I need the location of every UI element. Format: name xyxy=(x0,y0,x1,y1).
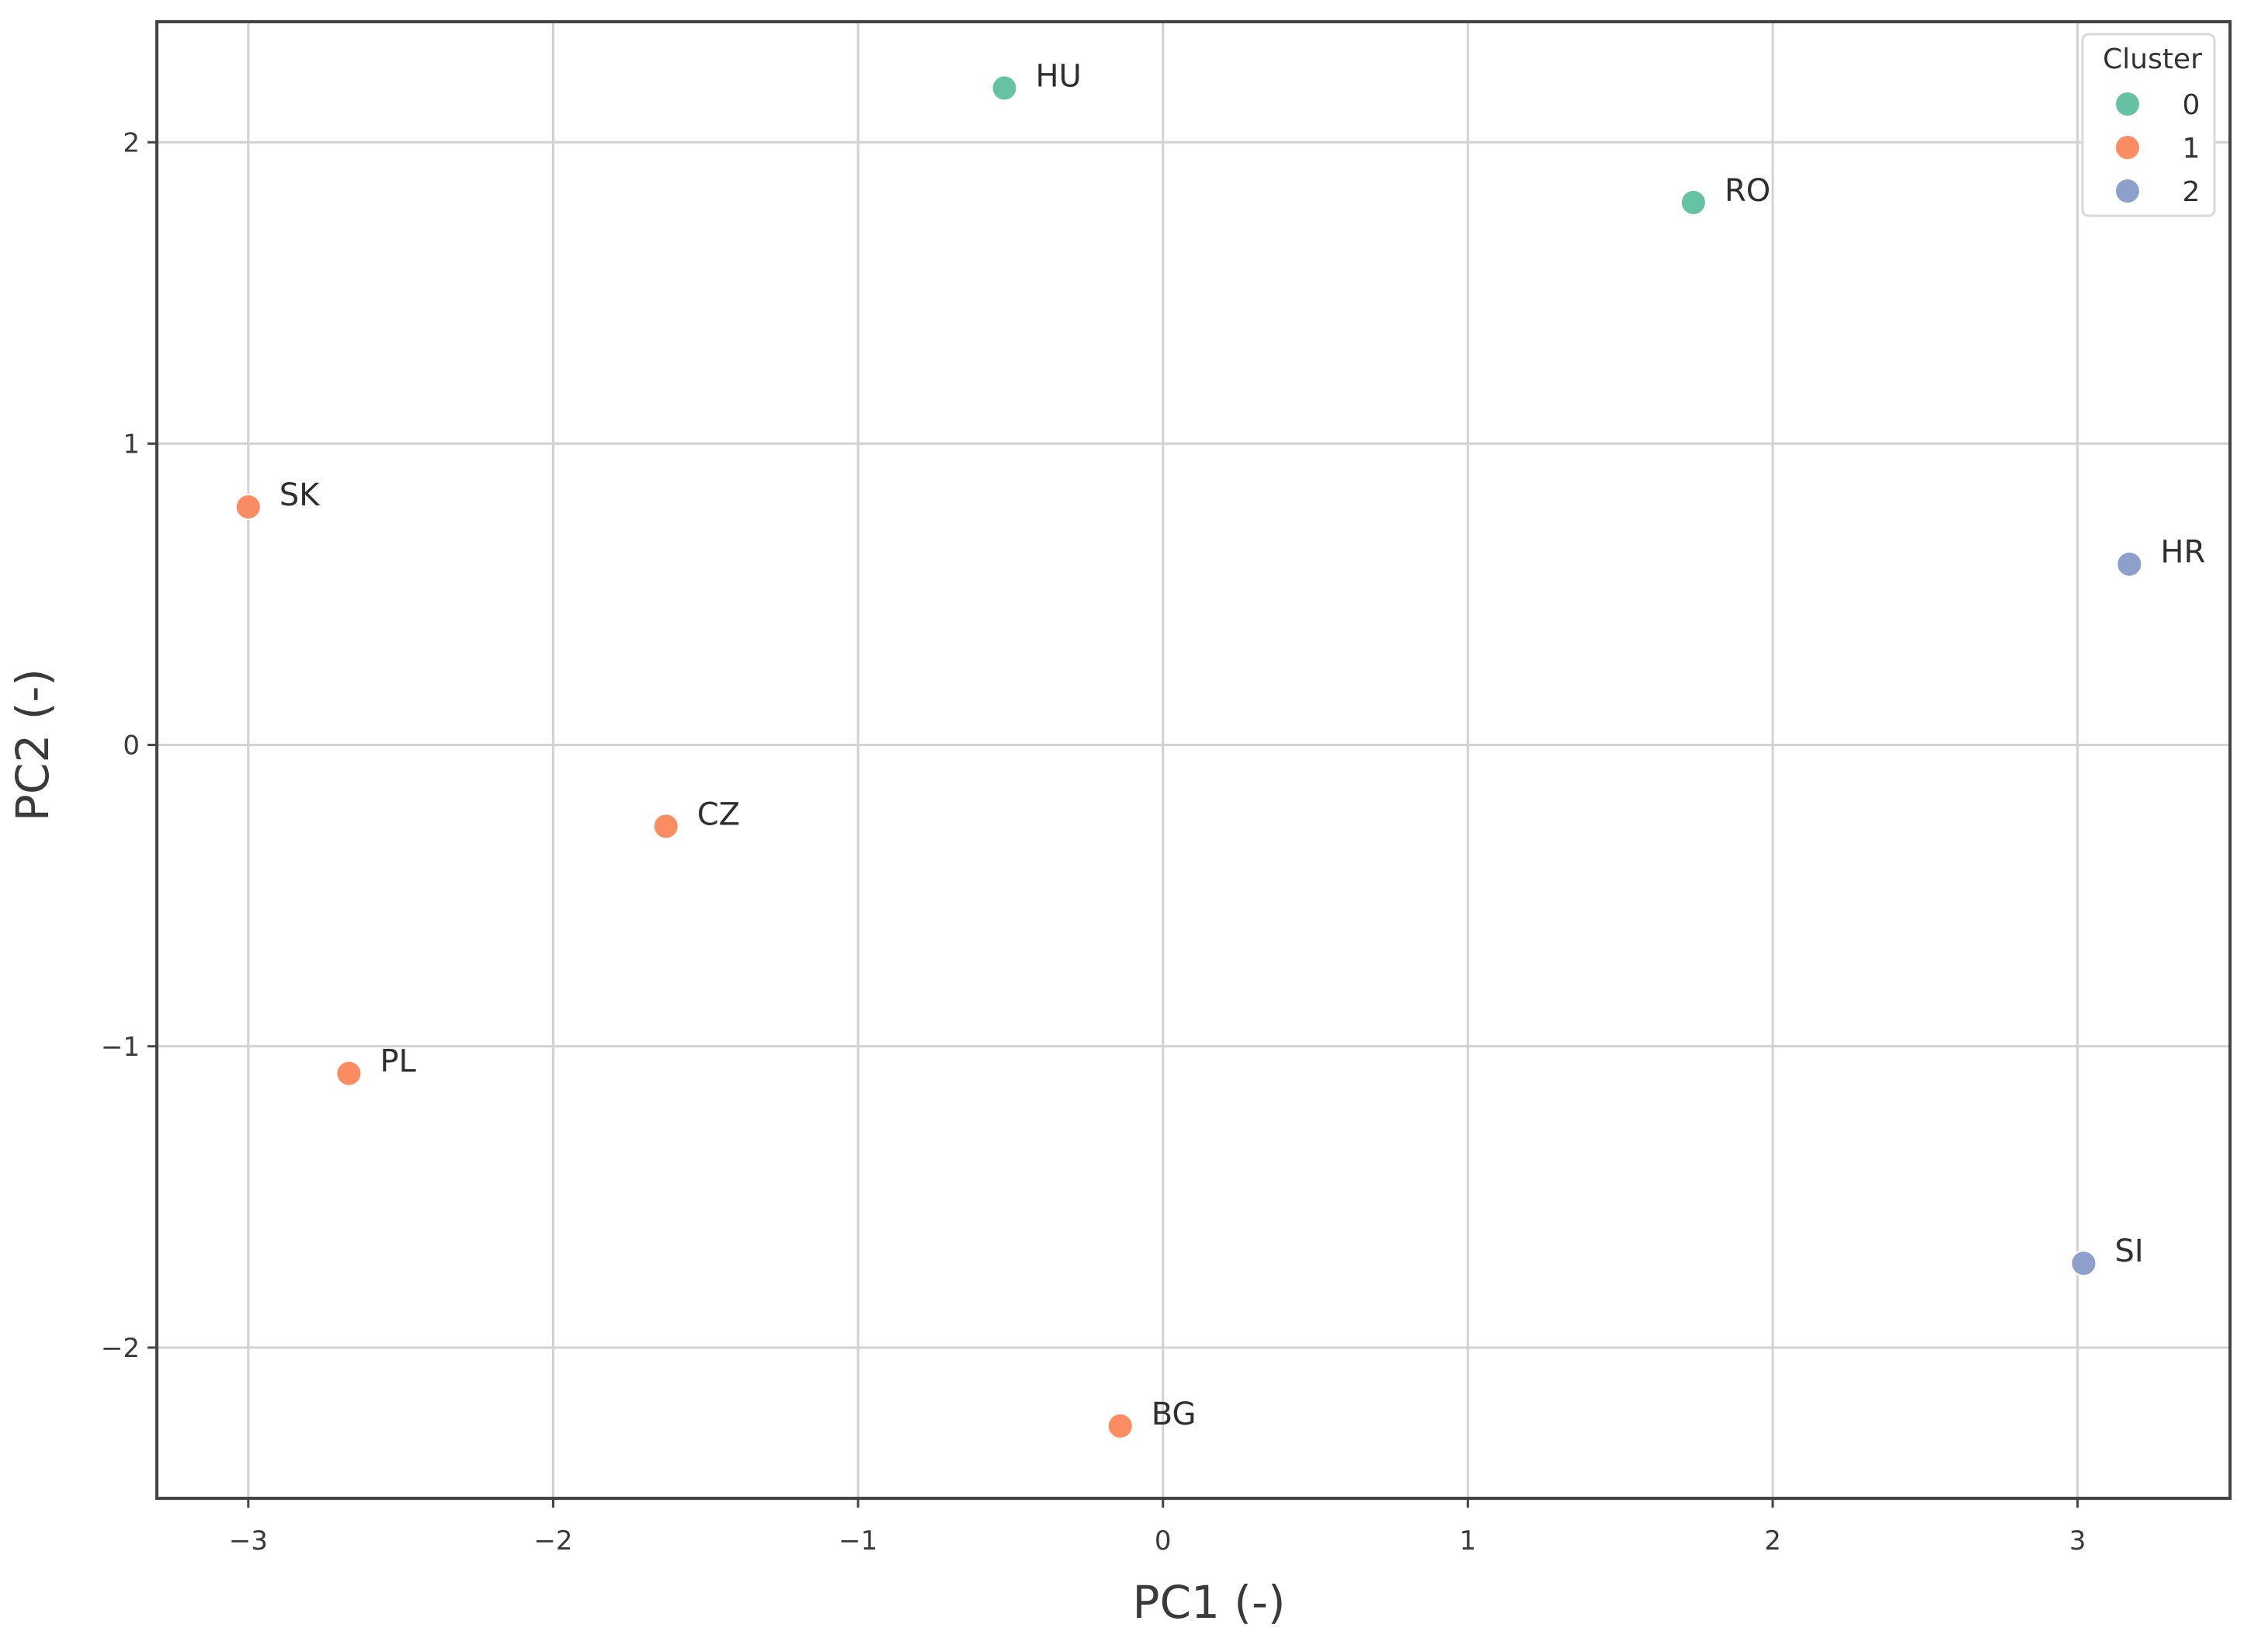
point-label-si: SI xyxy=(2115,1234,2144,1269)
data-point-ro xyxy=(1680,189,1707,216)
data-point-hu xyxy=(991,75,1018,102)
legend: Cluster 0 1 2 xyxy=(2081,33,2216,217)
legend-entries: 0 1 2 xyxy=(2116,89,2200,208)
data-points xyxy=(234,75,2143,1439)
plot-area-frame xyxy=(155,20,2232,1500)
x-tick-label: 0 xyxy=(1155,1525,1172,1557)
legend-marker-0 xyxy=(2116,92,2139,116)
point-label-pl: PL xyxy=(380,1044,416,1080)
x-tick-label: 3 xyxy=(2069,1525,2086,1557)
data-point-si xyxy=(2070,1250,2097,1277)
data-point-bg xyxy=(1106,1412,1134,1439)
legend-marker-2 xyxy=(2116,179,2139,203)
data-point-pl xyxy=(335,1060,363,1087)
axis-ticks: −3 −2 −1 0 1 2 3 −2 −1 0 1 2 xyxy=(101,127,2086,1557)
point-label-hr: HR xyxy=(2160,535,2205,571)
data-point-cz xyxy=(652,813,679,840)
point-label-ro: RO xyxy=(1725,173,1770,209)
x-tick-label: 1 xyxy=(1460,1525,1477,1557)
point-label-hu: HU xyxy=(1036,58,1082,94)
y-tick-label: −1 xyxy=(101,1032,140,1063)
point-label-sk: SK xyxy=(280,477,321,513)
legend-label-0: 0 xyxy=(2183,89,2201,121)
legend-box xyxy=(2081,33,2216,217)
x-tick-label: −1 xyxy=(839,1525,877,1557)
point-label-bg: BG xyxy=(1152,1397,1197,1432)
legend-title: Cluster xyxy=(2103,43,2202,75)
legend-marker-1 xyxy=(2116,136,2139,159)
point-label-cz: CZ xyxy=(697,796,740,832)
legend-label-1: 1 xyxy=(2183,133,2201,165)
grid-lines xyxy=(157,22,2230,1498)
x-axis-label: PC1 (-) xyxy=(1133,1576,1286,1629)
y-tick-label: 0 xyxy=(123,731,140,762)
data-point-sk xyxy=(234,493,262,520)
x-tick-label: −3 xyxy=(229,1525,268,1557)
x-tick-label: −2 xyxy=(533,1525,572,1557)
legend-label-2: 2 xyxy=(2183,176,2201,208)
y-tick-label: 1 xyxy=(123,429,140,460)
y-tick-label: 2 xyxy=(123,127,140,158)
x-tick-label: 2 xyxy=(1764,1525,1781,1557)
point-labels: HU RO SK CZ PL BG HR SI xyxy=(280,58,2206,1432)
y-tick-label: −2 xyxy=(101,1333,140,1364)
data-point-hr xyxy=(2116,550,2143,578)
y-axis-label: PC2 (-) xyxy=(6,668,59,821)
